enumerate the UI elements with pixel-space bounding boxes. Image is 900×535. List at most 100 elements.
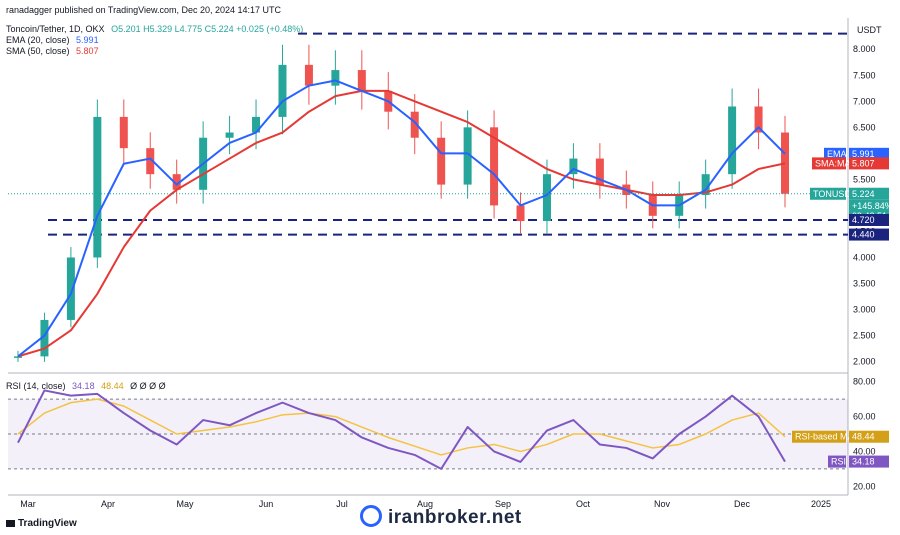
ohlc-values: O5.201 H5.329 L4.775 C5.224 +0.025 (+0.4… <box>111 24 304 34</box>
chart-background <box>8 18 849 496</box>
rsi-legend-value: 34.18 <box>72 381 95 391</box>
rsi-tick-label: 60.00 <box>853 412 876 422</box>
candle-body <box>781 132 789 194</box>
currency-label: USDT <box>857 25 882 35</box>
price-tick-label: 8.000 <box>853 44 876 54</box>
ticker-badge-label-bg <box>810 187 846 200</box>
tv-logo-icon <box>6 520 15 527</box>
candle-body <box>569 158 578 175</box>
tv-logo-text: TradingView <box>18 518 77 529</box>
candle-body <box>754 106 763 133</box>
ticker-badge-label: TONUSDT <box>813 189 857 199</box>
price-tick-label: 2.000 <box>853 357 876 367</box>
price-badges: EMA5.991SMA:MA5.807TONUSDT5.224+145.84%0… <box>792 147 893 468</box>
candle-body <box>278 64 287 117</box>
price-tick-label: 3.500 <box>853 279 876 289</box>
candle-body <box>66 257 75 320</box>
time-tick-label: Oct <box>576 499 591 509</box>
price-tick-label: 7.000 <box>853 96 876 106</box>
rsi-legend-label: RSI (14, close) <box>6 381 66 391</box>
publisher-line: ranadagger published on TradingView.com,… <box>6 5 282 15</box>
ema-badge-value-bg <box>849 147 889 160</box>
level2-badge: 4.440 <box>849 228 889 241</box>
ema-line <box>17 79 786 358</box>
rsi-legend-extra: Ø Ø Ø Ø <box>130 381 166 391</box>
candle-body <box>172 174 181 190</box>
sma-legend-value: 5.807 <box>76 46 99 56</box>
time-tick-label: Aug <box>417 499 433 509</box>
candle-body <box>595 158 604 185</box>
ema-legend-value: 5.991 <box>76 35 99 45</box>
rsi-ma-badge-label: RSI-based MA <box>795 432 854 442</box>
ema-legend[interactable]: EMA (20, close) 5.991 <box>6 35 99 46</box>
level1-badge-value-bg <box>849 213 889 226</box>
rsi-pane <box>8 389 848 470</box>
time-tick-label: Apr <box>101 499 115 509</box>
sma-badge-value-bg <box>849 157 889 170</box>
rsi-badge-label: RSI <box>831 457 846 467</box>
candle-body <box>701 174 710 195</box>
rsi-badge: RSI 34.18 <box>828 455 889 468</box>
price-tick-label: 7.500 <box>853 70 876 80</box>
rsi-ma-badge-value: 48.44 <box>852 432 875 442</box>
candle-body <box>516 205 525 222</box>
price-tick-label: 5.500 <box>853 174 876 184</box>
ema-badge-value: 5.991 <box>852 149 875 159</box>
time-tick-label: May <box>176 499 194 509</box>
symbol-name[interactable]: Toncoin/Tether, 1D, OKX <box>6 24 105 34</box>
time-tick-label: Nov <box>654 499 671 509</box>
candle-body <box>463 127 472 185</box>
rsi-badge-label-bg <box>828 455 846 468</box>
candle-body <box>331 70 340 86</box>
ema-badge-label-bg <box>824 147 846 160</box>
price-tick-label: 6.500 <box>853 122 876 132</box>
candle-body <box>542 174 551 222</box>
sma-line <box>17 89 786 358</box>
sma-badge-label-bg <box>812 157 846 170</box>
axes: 2.0002.5003.0003.5004.0004.5005.0005.500… <box>20 25 882 509</box>
sma-badge-value: 5.807 <box>852 158 875 168</box>
rsi-line <box>17 389 786 470</box>
rsi-badge-value-bg <box>849 455 889 468</box>
price-pane <box>8 32 848 362</box>
watermark: iranbroker.net <box>360 505 522 529</box>
rsi-tick-label: 80.00 <box>853 377 876 387</box>
symbol-legend: Toncoin/Tether, 1D, OKX O5.201 H5.329 L4… <box>6 24 303 35</box>
rsi-badge-value: 34.18 <box>852 457 875 467</box>
time-tick-label: Mar <box>20 499 36 509</box>
time-tick-label: Jul <box>336 499 348 509</box>
level2-badge-value: 4.440 <box>852 230 875 240</box>
time-tick-label: 2025 <box>811 499 831 509</box>
sma-badge-label: SMA:MA <box>815 158 851 168</box>
rsi-legend[interactable]: RSI (14, close) 34.18 48.44 Ø Ø Ø Ø <box>6 381 166 392</box>
rsi-tick-label: 20.00 <box>853 481 876 491</box>
candle-body <box>304 64 313 86</box>
candle-body <box>490 127 499 206</box>
candle-body <box>225 132 234 138</box>
ema-badge: EMA 5.991 <box>824 147 889 160</box>
ticker-badge-value-bg <box>849 187 889 200</box>
rsi-tick-label: 40.00 <box>853 446 876 456</box>
ema-legend-label: EMA (20, close) <box>6 35 70 45</box>
candle-body <box>728 106 737 175</box>
sma-legend[interactable]: SMA (50, close) 5.807 <box>6 46 99 57</box>
time-tick-label: Sep <box>495 499 511 509</box>
price-tick-label: 2.500 <box>853 331 876 341</box>
tradingview-logo[interactable]: TradingView <box>6 518 77 529</box>
sma-legend-label: SMA (50, close) <box>6 46 70 56</box>
time-tick-label: Jun <box>259 499 274 509</box>
price-tick-label: 4.000 <box>853 252 876 262</box>
price-tick-label: 3.000 <box>853 305 876 315</box>
watermark-text: iranbroker.net <box>388 507 522 528</box>
candle-body <box>40 319 49 357</box>
ticker-badge-value: 5.224 <box>852 189 875 199</box>
candle-body <box>146 148 155 175</box>
rsi-ma-line <box>17 398 786 456</box>
level1-badge: 4.720 <box>849 213 889 226</box>
candle-body <box>410 111 419 138</box>
candle-body <box>357 70 366 91</box>
watermark-icon <box>360 505 382 527</box>
rsi-ma-badge-label-bg <box>792 430 846 443</box>
